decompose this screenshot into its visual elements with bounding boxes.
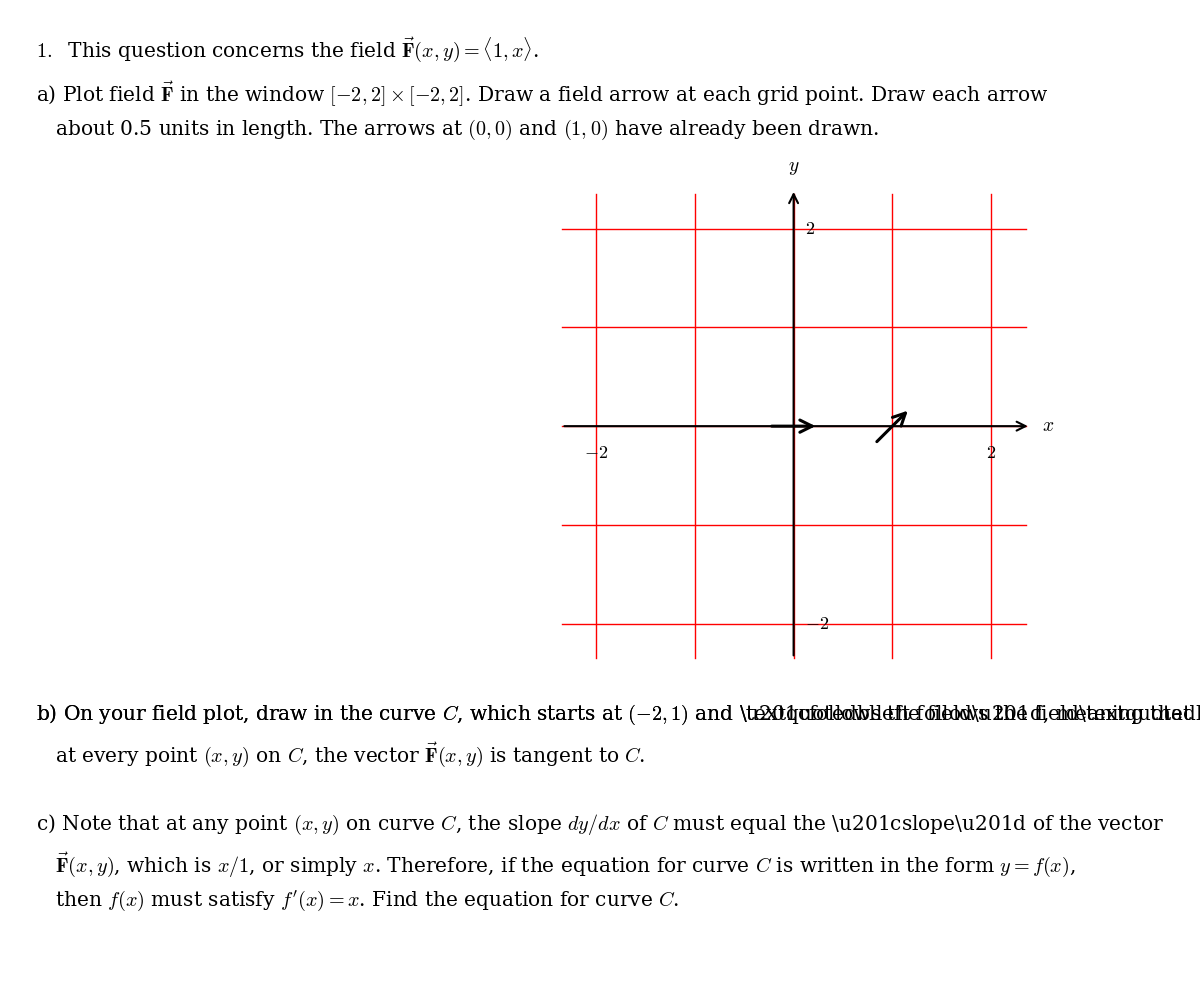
Text: $2$: $2$ [986, 444, 996, 462]
Text: $y$: $y$ [788, 160, 799, 177]
Text: b) On your field plot, draw in the curve $C$, which starts at $(-2, 1)$ and \u20: b) On your field plot, draw in the curve… [36, 703, 1193, 727]
Text: $2$: $2$ [805, 219, 816, 237]
Text: $-2$: $-2$ [584, 444, 608, 462]
Text: a) Plot field $\vec{\mathbf{F}}$ in the window $[-2, 2] \times [-2, 2]$. Draw a : a) Plot field $\vec{\mathbf{F}}$ in the … [36, 80, 1049, 109]
Text: at every point $(x, y)$ on $C$, the vector $\vec{\mathbf{F}}(x, y)$ is tangent t: at every point $(x, y)$ on $C$, the vect… [36, 741, 646, 770]
Text: c) Note that at any point $(x, y)$ on curve $C$, the slope $dy/dx$ of $C$ must e: c) Note that at any point $(x, y)$ on cu… [36, 813, 1164, 836]
Text: b) On your field plot, draw in the curve $C$, which starts at $(-2, 1)$ and \tex: b) On your field plot, draw in the curve… [36, 703, 1200, 727]
Text: $x$: $x$ [1043, 417, 1055, 435]
Text: about 0.5 units in length. The arrows at $(0, 0)$ and $(1, 0)$ have already been: about 0.5 units in length. The arrows at… [36, 118, 878, 142]
Text: then $f(x)$ must satisfy $f'(x) = x$. Find the equation for curve $C$.: then $f(x)$ must satisfy $f'(x) = x$. Fi… [36, 888, 679, 912]
Text: $\vec{\mathbf{F}}(x, y)$, which is $x/1$, or simply $x$. Therefore, if the equat: $\vec{\mathbf{F}}(x, y)$, which is $x/1$… [36, 850, 1075, 879]
Text: $-2$: $-2$ [805, 614, 829, 633]
Text: $\mathbf{1.}$  This question concerns the field $\vec{\mathbf{F}}(x, y) = \langl: $\mathbf{1.}$ This question concerns the… [36, 35, 539, 64]
